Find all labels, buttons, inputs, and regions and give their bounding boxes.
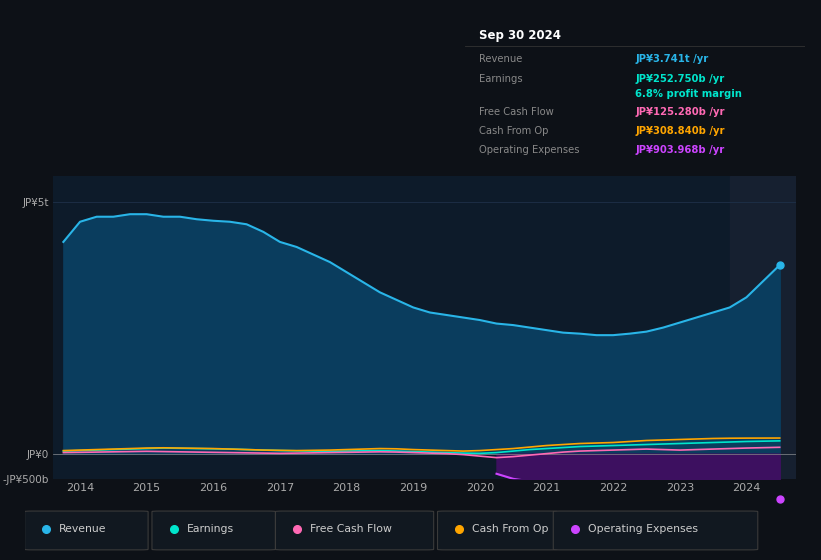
- Point: [773, 494, 787, 503]
- Text: JP¥125.280b /yr: JP¥125.280b /yr: [635, 108, 724, 118]
- Text: Free Cash Flow: Free Cash Flow: [310, 524, 392, 534]
- Text: JP¥252.750b /yr: JP¥252.750b /yr: [635, 74, 724, 84]
- Text: Revenue: Revenue: [479, 54, 522, 64]
- Text: Free Cash Flow: Free Cash Flow: [479, 108, 553, 118]
- Text: Cash From Op: Cash From Op: [479, 125, 548, 136]
- Text: Cash From Op: Cash From Op: [472, 524, 548, 534]
- Text: Earnings: Earnings: [186, 524, 234, 534]
- Bar: [730, 176, 796, 479]
- Text: Operating Expenses: Operating Expenses: [479, 145, 579, 155]
- FancyBboxPatch shape: [152, 511, 276, 550]
- Text: Sep 30 2024: Sep 30 2024: [479, 29, 561, 42]
- Text: Operating Expenses: Operating Expenses: [588, 524, 698, 534]
- FancyBboxPatch shape: [25, 511, 148, 550]
- Text: JP¥3.741t /yr: JP¥3.741t /yr: [635, 54, 709, 64]
- Point: [773, 260, 787, 269]
- Text: Earnings: Earnings: [479, 74, 522, 84]
- FancyBboxPatch shape: [553, 511, 758, 550]
- Text: JP¥903.968b /yr: JP¥903.968b /yr: [635, 145, 724, 155]
- Text: Revenue: Revenue: [59, 524, 107, 534]
- FancyBboxPatch shape: [438, 511, 557, 550]
- Text: JP¥308.840b /yr: JP¥308.840b /yr: [635, 125, 724, 136]
- FancyBboxPatch shape: [276, 511, 433, 550]
- Text: 6.8% profit margin: 6.8% profit margin: [635, 89, 742, 99]
